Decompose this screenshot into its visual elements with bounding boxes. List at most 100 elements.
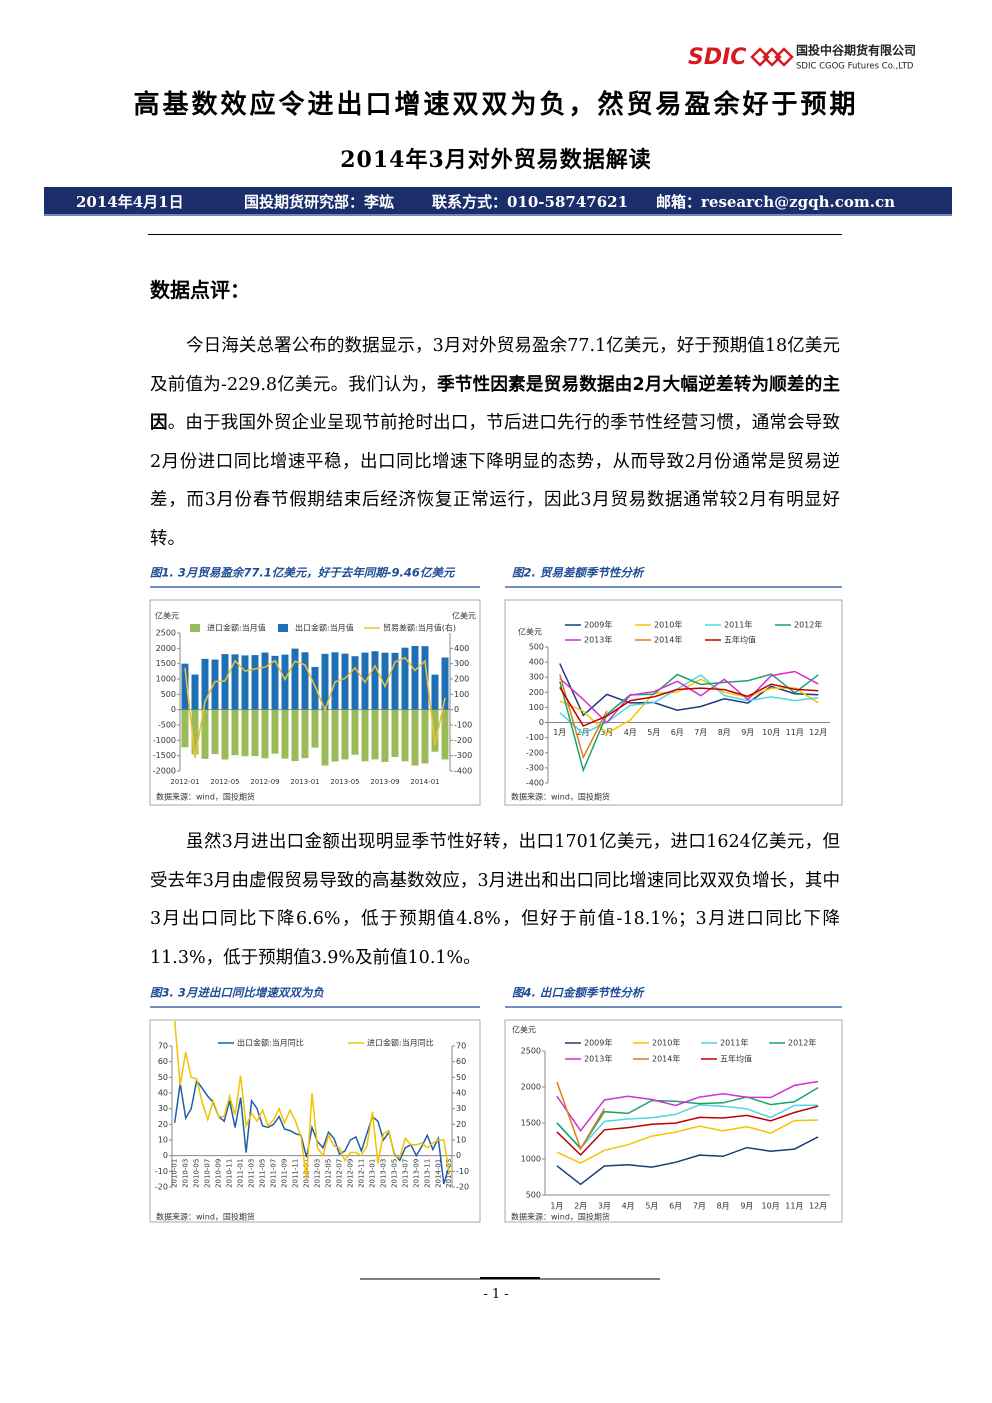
source-note: 数据来源：wind，国投期货	[511, 1212, 610, 1222]
y-tick-label: 70	[158, 1042, 168, 1051]
y-tick-label: 2500	[156, 629, 176, 638]
y-tick-label: 2000	[156, 644, 176, 653]
author: 国投期货研究部：李竑	[244, 193, 395, 211]
y-tick-label: 500	[161, 690, 176, 699]
bar	[241, 709, 249, 757]
chart-frame	[149, 1019, 481, 1223]
y-tick-label: 10	[158, 1136, 168, 1145]
y-tick-label: 60	[158, 1057, 168, 1066]
text: 今日海关总署公布的数据显示，3月对外贸易盈余77.1亿美元，好于预期值18亿美元…	[150, 336, 840, 395]
x-tick-label: 10月	[762, 1202, 780, 1211]
bar	[251, 655, 259, 710]
bar	[291, 709, 299, 762]
legend-label: 进口金额:当月值	[207, 623, 266, 633]
page-number: - 1 -	[483, 1287, 509, 1302]
legend-label: 2013年	[584, 635, 612, 645]
y-tick-label: -1000	[153, 736, 176, 745]
bar	[401, 647, 409, 710]
company-en: SDIC CGOG Futures Co.,LTD	[796, 62, 914, 72]
bar	[421, 709, 429, 764]
x-tick-label: 2011-07	[270, 1159, 278, 1188]
y-tick-label: -400	[526, 779, 544, 788]
bar	[431, 709, 439, 752]
y-tick-label: -100	[526, 733, 544, 742]
x-tick-label: 2012-05	[210, 778, 239, 786]
logo: SDIC	[688, 45, 746, 70]
company-cn: 国投中谷期货有限公司	[796, 43, 916, 58]
x-tick-label: 2013-01	[290, 778, 319, 786]
y-tick-label: -10	[155, 1167, 168, 1176]
bar	[191, 674, 199, 710]
legend-label: 2013年	[584, 1054, 612, 1064]
y2-tick-label: -200	[454, 736, 472, 745]
x-tick-label: 2012-05	[324, 1159, 332, 1188]
x-tick-label: 5月	[647, 728, 660, 737]
y-tick-label: 500	[529, 643, 544, 652]
bar	[271, 655, 279, 710]
line	[556, 1104, 819, 1150]
y2-tick-label: -100	[454, 721, 472, 730]
bar	[211, 659, 219, 710]
source-note: 数据来源：wind，国投期货	[156, 1212, 255, 1222]
bar	[281, 709, 289, 759]
legend-label: 2012年	[794, 620, 822, 630]
y2-tick-label: 40	[456, 1089, 466, 1098]
bar	[281, 654, 289, 710]
y2-tick-label: 60	[456, 1057, 466, 1066]
bar	[221, 654, 229, 710]
legend-swatch	[190, 624, 200, 632]
legend-label: 2014年	[652, 1054, 680, 1064]
x-tick-label: 2010-01	[171, 1159, 179, 1188]
x-tick-label: 2013-05	[390, 1159, 398, 1188]
figure-caption: 图4. 出口金额季节性分析	[512, 986, 645, 1000]
line	[173, 1020, 451, 1180]
bar	[371, 651, 379, 710]
x-tick-label: 2013-09	[370, 778, 399, 786]
y-tick-label: 1500	[156, 659, 176, 668]
y2-axis-label: 亿美元	[452, 611, 476, 621]
x-tick-label: 8月	[717, 1202, 730, 1211]
y2-tick-label: 0	[456, 1151, 461, 1160]
bar	[381, 652, 389, 710]
y-tick-label: 2000	[521, 1083, 541, 1092]
bar	[421, 646, 429, 710]
x-tick-label: 2010-05	[193, 1159, 201, 1188]
header-rule	[148, 234, 842, 235]
y-tick-label: 2500	[521, 1047, 541, 1056]
y2-tick-label: 300	[454, 659, 469, 668]
y2-tick-label: 10	[456, 1136, 466, 1145]
bar	[301, 652, 309, 710]
legend-label: 出口金额:当月同比	[237, 1038, 304, 1048]
x-tick-label: 8月	[718, 728, 731, 737]
x-tick-label: 1月	[550, 1202, 563, 1211]
bar	[271, 709, 279, 754]
figure-caption: 图1. 3月贸易盈余77.1亿美元，好于去年同期-9.46亿美元	[150, 566, 456, 580]
y-tick-label: 0	[171, 705, 176, 714]
bar	[321, 653, 329, 710]
x-tick-label: 2月	[574, 1202, 587, 1211]
y-tick-label: 300	[529, 673, 544, 682]
line	[556, 1086, 819, 1150]
y2-tick-label: 70	[456, 1042, 466, 1051]
y-axis-label: 亿美元	[155, 611, 179, 621]
bar	[341, 709, 349, 760]
y2-tick-label: -10	[456, 1167, 469, 1176]
x-tick-label: 11月	[785, 1202, 803, 1211]
legend-label: 2009年	[584, 620, 612, 630]
bar	[211, 709, 219, 755]
x-tick-label: 2014-01	[410, 778, 439, 786]
doc-subtitle: 2014年3月对外贸易数据解读	[340, 147, 652, 173]
x-tick-label: 6月	[669, 1202, 682, 1211]
section-heading: 数据点评：	[150, 278, 250, 302]
x-tick-label: 2012-01	[170, 778, 199, 786]
y-tick-label: -2000	[153, 767, 176, 776]
y-tick-label: -20	[155, 1183, 168, 1192]
y-tick-label: 0	[163, 1151, 168, 1160]
line	[556, 1136, 819, 1186]
bar	[411, 645, 419, 710]
y-tick-label: -200	[526, 748, 544, 757]
legend-label: 五年均值	[724, 635, 756, 645]
bar	[241, 655, 249, 710]
x-tick-label: 4月	[624, 728, 637, 737]
